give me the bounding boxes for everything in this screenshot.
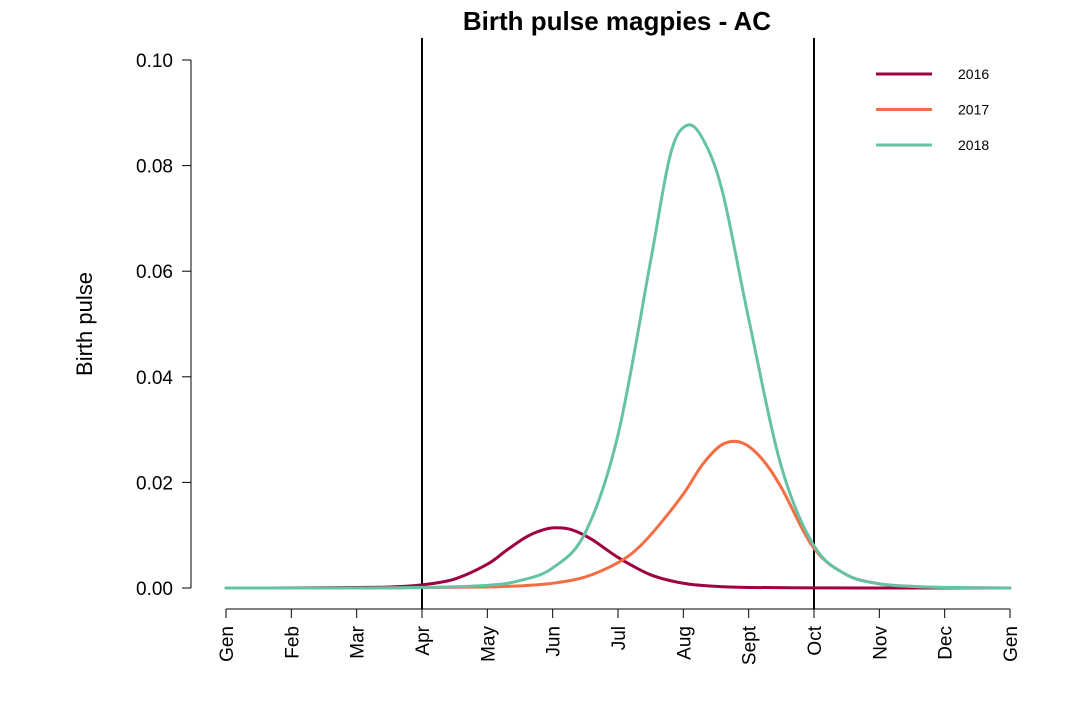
reference-lines — [421, 38, 815, 609]
x-tick-label-7: Aug — [674, 626, 695, 660]
y-axis-label: Birth pulse — [72, 272, 97, 376]
x-tick-label-2: Mar — [348, 625, 369, 658]
x-tick-label-5: Jun — [544, 626, 565, 657]
y-tick-label-1: 0.02 — [136, 473, 173, 494]
x-tick-label-4: May — [478, 626, 499, 662]
legend-label-2017: 2017 — [958, 102, 989, 118]
legend-label-2018: 2018 — [958, 137, 989, 153]
x-tick-label-6: Jul — [609, 626, 630, 650]
series-line-2018 — [224, 123, 1012, 590]
x-tick-label-9: Oct — [805, 625, 826, 655]
legend: 2016 2017 2018 — [876, 66, 989, 153]
x-tick-label-12: Gen — [1001, 626, 1022, 662]
x-tick-label-0: Gen — [217, 626, 238, 662]
x-tick-label-3: Apr — [413, 625, 434, 655]
chart-title: Birth pulse magpies - AC — [463, 6, 771, 36]
y-tick-label-4: 0.08 — [136, 157, 173, 178]
series-layer — [224, 123, 1012, 590]
x-tick-label-10: Nov — [870, 626, 891, 660]
legend-label-2016: 2016 — [958, 66, 989, 82]
y-tick-label-2: 0.04 — [136, 368, 173, 389]
x-axis: Gen Feb Mar Apr May Jun Jul Aug Sept Oct Nov Dec Gen — [217, 608, 1022, 665]
series-line-2016 — [224, 526, 1012, 590]
y-tick-label-5: 0.10 — [136, 51, 173, 72]
x-tick-label-8: Sept — [740, 625, 761, 665]
y-tick-label-0: 0.00 — [136, 579, 173, 600]
x-tick-label-1: Feb — [282, 626, 303, 659]
y-tick-label-3: 0.06 — [136, 262, 173, 283]
x-tick-label-11: Dec — [936, 626, 957, 660]
series-line-2017 — [224, 439, 1012, 590]
y-axis: 0.00 0.02 0.04 0.06 0.08 0.10 — [136, 51, 192, 600]
